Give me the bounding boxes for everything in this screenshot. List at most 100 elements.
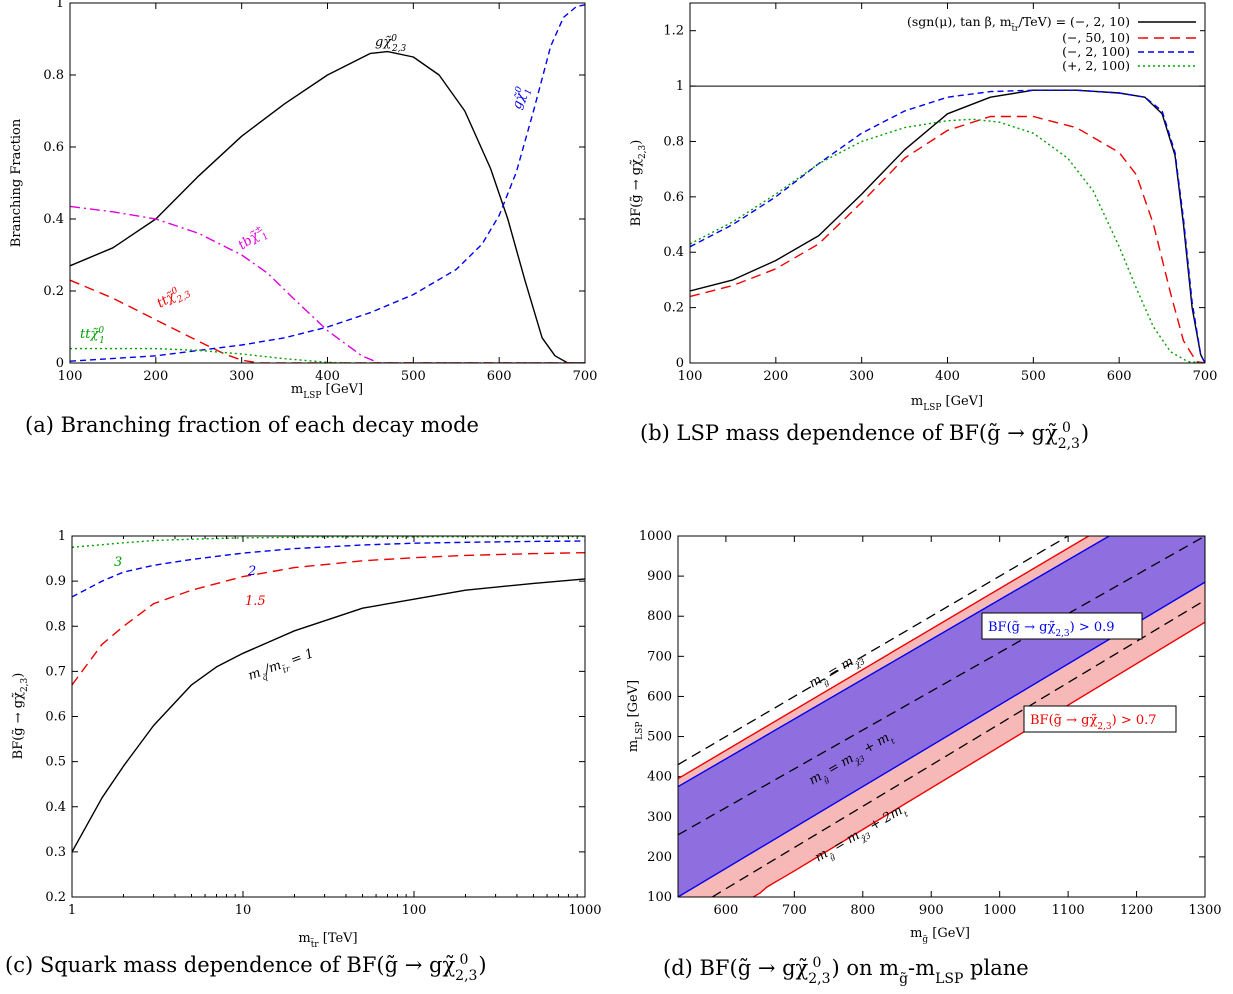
x-tick-label-b: 300 bbox=[849, 369, 874, 384]
x-tick-label-b: 700 bbox=[1193, 369, 1218, 384]
axis-title-a-y: Branching Fraction bbox=[9, 118, 24, 247]
y-tick-label-b: 1.2 bbox=[663, 24, 684, 39]
caption-c: (c) Squark mass dependence of BF(g̃ → gχ… bbox=[5, 952, 487, 984]
x-tick-label-c: 100 bbox=[402, 903, 427, 918]
legend-b-label-2: (−, 50, 10) bbox=[1062, 30, 1130, 45]
plot-area-b bbox=[690, 85, 1205, 363]
label-g-chi1: gχ̃01 bbox=[509, 85, 535, 113]
y-tick-label-a: 0.6 bbox=[43, 140, 64, 155]
x-tick-label-a: 100 bbox=[58, 369, 83, 384]
x-tick-label-a: 300 bbox=[229, 369, 254, 384]
y-tick-label-c: 0.3 bbox=[45, 845, 66, 860]
label-tb-chi1pm: tbχ̃±1 bbox=[235, 223, 271, 256]
plot-a-frame bbox=[69, 2, 586, 364]
x-tick-label-c: 10 bbox=[235, 903, 252, 918]
series-line-b-0 bbox=[690, 89, 1205, 363]
x-tick-label-d: 700 bbox=[782, 903, 807, 918]
x-tick-label-d: 1200 bbox=[1120, 903, 1153, 918]
y-tick-label-d: 900 bbox=[647, 569, 672, 584]
y-tick-label-a: 0.8 bbox=[43, 68, 64, 83]
y-tick-label-d: 800 bbox=[647, 609, 672, 624]
label-d-09: BF(g̃ → gχ̃2,3) > 0.9 bbox=[981, 612, 1143, 640]
label-d-07: BF(g̃ → gχ̃2,3) > 0.7 bbox=[1023, 705, 1177, 733]
y-tick-label-a: 0 bbox=[56, 356, 64, 371]
x-tick-label-a: 400 bbox=[315, 369, 340, 384]
plot-b: 100 200 300 400 500 600 700 0 0.2 0.4 0.6 0.8 1 1.2 bbox=[663, 3, 1217, 384]
series-line-c-1 bbox=[72, 552, 585, 686]
axis-title-d-y: mLSP [GeV] bbox=[626, 680, 645, 752]
y-tick-label-d: 300 bbox=[647, 810, 672, 825]
caption-a: (a) Branching fraction of each decay mod… bbox=[25, 413, 479, 437]
svg-text:BF(g̃ → gχ̃2,3) > 0.7: BF(g̃ → gχ̃2,3) > 0.7 bbox=[1030, 713, 1157, 732]
x-tick-label-a: 600 bbox=[487, 369, 512, 384]
x-tick-label-d: 1000 bbox=[983, 903, 1016, 918]
x-tick-label-c: 1000 bbox=[568, 903, 601, 918]
panel-b: 100 200 300 400 500 600 700 0 0.2 0.4 0.6 0.8 1 1.2 B… bbox=[629, 2, 1217, 452]
legend-b-label-4: (+, 2, 100) bbox=[1062, 58, 1130, 73]
plot-b-frame bbox=[689, 2, 1206, 364]
plot-area-a bbox=[70, 4, 585, 363]
region-upper-edge-d-1 bbox=[678, 536, 1110, 788]
x-tick-label-d: 600 bbox=[713, 903, 738, 918]
y-tick-label-b: 1 bbox=[676, 79, 684, 94]
x-tick-label-a: 500 bbox=[401, 369, 426, 384]
caption-d: (d) BF(g̃ → gχ̃2,30) on mg̃-mLSP plane bbox=[663, 955, 1029, 987]
x-tick-label-b: 500 bbox=[1021, 369, 1046, 384]
caption-b: (b) LSP mass dependence of BF(g̃ → gχ̃2,… bbox=[640, 420, 1089, 452]
y-tick-label-c: 0.4 bbox=[45, 800, 66, 815]
label-c-1: mq̃/mt̃r = 1 bbox=[246, 646, 317, 686]
series-line-a-1 bbox=[70, 4, 585, 362]
y-tick-label-c: 0.2 bbox=[45, 890, 66, 905]
plot-area-c bbox=[72, 536, 585, 853]
y-tick-label-b: 0.8 bbox=[663, 134, 684, 149]
svg-text:BF(g̃ → gχ̃2,3) > 0.9: BF(g̃ → gχ̃2,3) > 0.9 bbox=[988, 620, 1115, 639]
y-tick-label-b: 0.2 bbox=[663, 301, 684, 316]
y-tick-label-a: 0.4 bbox=[43, 212, 64, 227]
axis-title-a-x: mLSP [GeV] bbox=[291, 382, 363, 401]
plot-a: 100 200 300 400 500 600 700 0 0.2 0.4 0.6 0.8 1 bbox=[43, 0, 597, 384]
y-tick-label-d: 1000 bbox=[639, 529, 672, 544]
plot-c-frame bbox=[71, 535, 586, 898]
axis-title-b-y: BF(g̃ → gχ̃2,3) bbox=[629, 140, 648, 227]
y-tick-label-d: 700 bbox=[647, 649, 672, 664]
x-tick-label-d: 1100 bbox=[1052, 903, 1085, 918]
series-line-b-3 bbox=[690, 118, 1205, 363]
y-tick-label-d: 400 bbox=[647, 770, 672, 785]
label-tt-chi1: ttχ̃0 1 bbox=[80, 326, 105, 346]
x-tick-label-d: 800 bbox=[850, 903, 875, 918]
plot-d-frame bbox=[677, 535, 1206, 898]
label-c-2: 2 bbox=[247, 564, 256, 579]
y-tick-label-c: 0.9 bbox=[45, 574, 66, 589]
x-tick-label-b: 400 bbox=[935, 369, 960, 384]
y-tick-label-a: 1 bbox=[56, 0, 64, 11]
x-tick-label-d: 1300 bbox=[1188, 903, 1221, 918]
y-tick-label-c: 1 bbox=[58, 529, 66, 544]
y-tick-label-b: 0.4 bbox=[663, 245, 684, 260]
plot-c: 1 10 100 1000 0.2 0.3 0.4 0.5 0.6 0.7 0.8 0.9 1 bbox=[45, 529, 601, 918]
series-line-b-1 bbox=[690, 115, 1205, 363]
x-tick-label-b: 600 bbox=[1107, 369, 1132, 384]
region-upper-edge-d-0 bbox=[678, 536, 1090, 780]
axis-title-b-x: mLSP [GeV] bbox=[911, 394, 983, 413]
x-tick-label-b: 100 bbox=[678, 369, 703, 384]
dashed-line-d-0 bbox=[678, 536, 1069, 766]
y-tick-label-b: 0 bbox=[676, 356, 684, 371]
series-line-a-3 bbox=[70, 279, 585, 363]
y-tick-label-d: 500 bbox=[647, 730, 672, 745]
axis-title-d-x: mg̃ [GeV] bbox=[910, 926, 970, 945]
series-line-c-3 bbox=[72, 536, 585, 548]
y-tick-label-c: 0.6 bbox=[45, 710, 66, 725]
x-tick-label-b: 200 bbox=[763, 369, 788, 384]
series-line-b-2 bbox=[690, 89, 1205, 363]
dashed-line-d-1 bbox=[678, 536, 1205, 836]
label-c-15: 1.5 bbox=[245, 594, 266, 609]
y-tick-label-c: 0.7 bbox=[45, 664, 66, 679]
panel-a: 100 200 300 400 500 600 700 0 0.2 0.4 0.6 0.8 1 Bran… bbox=[9, 0, 597, 437]
x-tick-label-a: 200 bbox=[143, 369, 168, 384]
series-line-c-0 bbox=[72, 578, 585, 853]
legend-b-header: (sgn(μ), tan β, mt̃r/TeV) = (−, 2, 10) bbox=[907, 14, 1130, 33]
axis-title-c-x: mt̃r [TeV] bbox=[298, 931, 357, 950]
x-tick-label-a: 700 bbox=[573, 369, 598, 384]
y-tick-label-d: 600 bbox=[647, 689, 672, 704]
